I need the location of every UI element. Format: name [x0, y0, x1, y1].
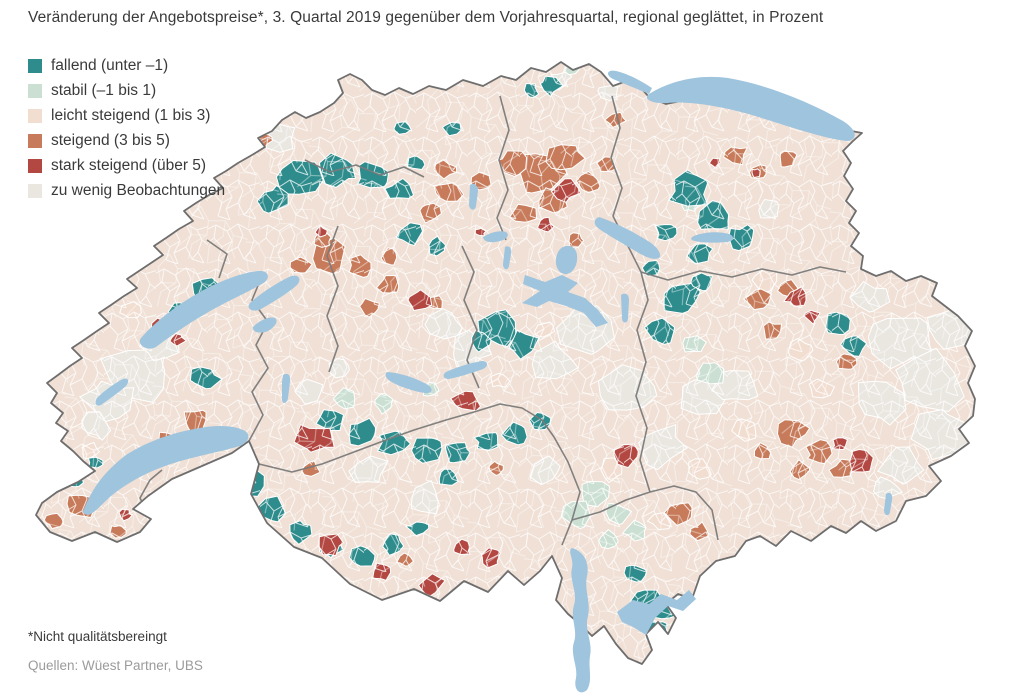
page-title: Veränderung der Angebotspreise*, 3. Quar… — [28, 9, 824, 26]
legend-item: stark steigend (über 5) — [28, 153, 225, 178]
source-note: Quellen: Wüest Partner, UBS — [28, 658, 203, 673]
legend-item: fallend (unter –1) — [28, 53, 225, 78]
legend-label: zu wenig Beobachtungen — [51, 181, 226, 199]
map-legend: fallend (unter –1) stabil (–1 bis 1) lei… — [28, 53, 225, 203]
legend-label: stark steigend (über 5) — [51, 156, 207, 174]
legend-swatch-stabil — [28, 83, 42, 98]
legend-swatch-steigend — [28, 133, 42, 148]
footnote: *Nicht qualitätsbereingt — [28, 629, 167, 644]
legend-label: stabil (–1 bis 1) — [51, 81, 157, 99]
legend-label: leicht steigend (1 bis 3) — [51, 106, 211, 124]
legend-item: zu wenig Beobachtungen — [28, 178, 225, 203]
legend-label: fallend (unter –1) — [51, 56, 169, 74]
legend-swatch-fallend — [28, 58, 42, 73]
legend-item: leicht steigend (1 bis 3) — [28, 103, 225, 128]
legend-swatch-leicht-steigend — [28, 108, 42, 123]
legend-label: steigend (3 bis 5) — [51, 131, 170, 149]
legend-item: steigend (3 bis 5) — [28, 128, 225, 153]
legend-swatch-zu-wenig — [28, 183, 42, 198]
legend-item: stabil (–1 bis 1) — [28, 78, 225, 103]
legend-swatch-stark-steigend — [28, 158, 42, 173]
